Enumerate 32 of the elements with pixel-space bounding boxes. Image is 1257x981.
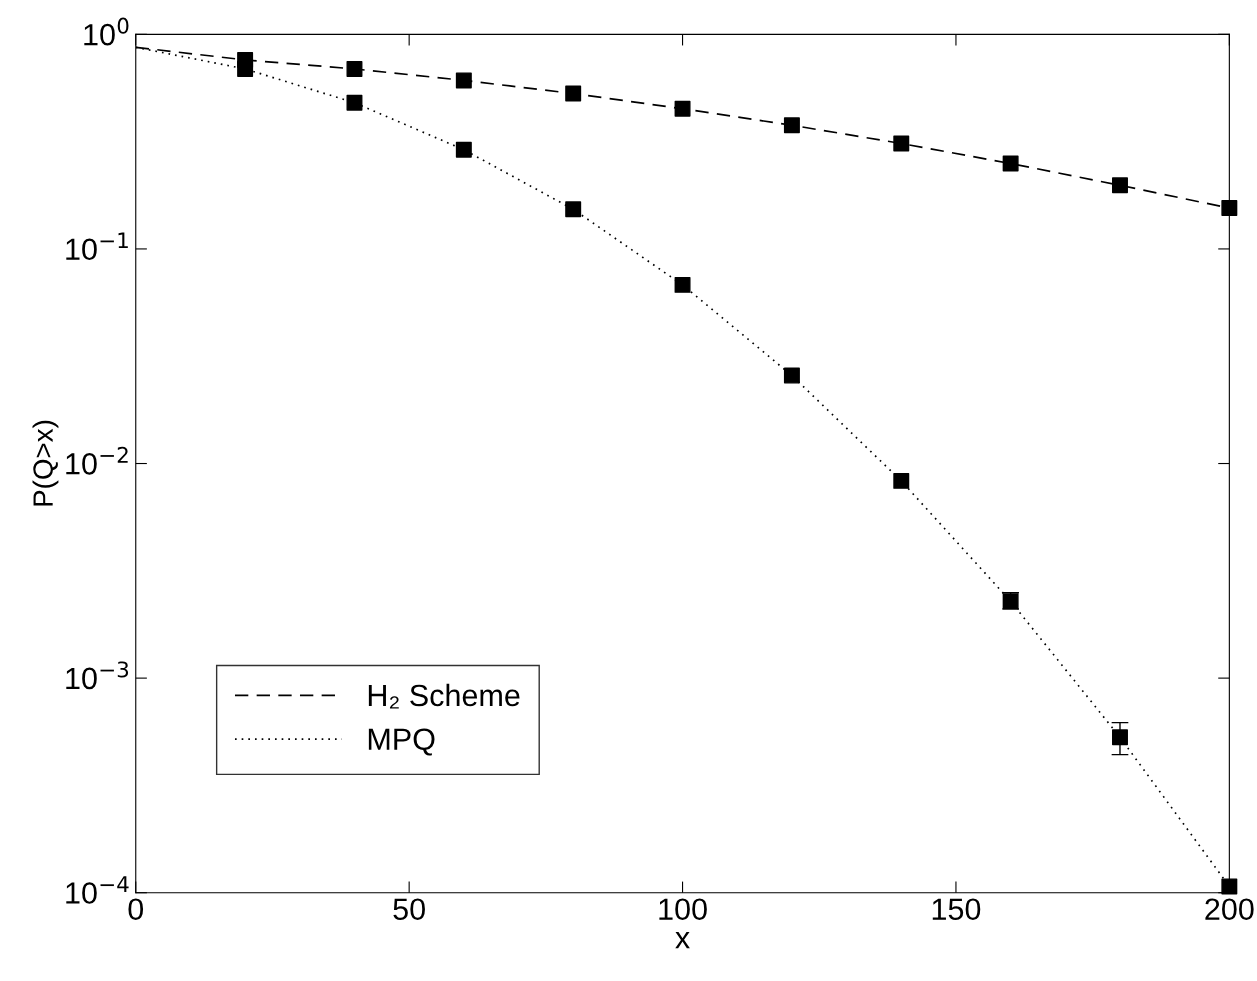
y-tick-label: 10$^{−1}$ <box>66 232 128 261</box>
point <box>565 85 582 102</box>
x-axis-title: x <box>675 932 690 949</box>
legend-label: MPQ <box>368 728 435 756</box>
y-axis-title: P(Q>x) <box>32 420 59 506</box>
point <box>1002 155 1019 172</box>
y-tick-label: 10$^{−2}$ <box>66 446 128 475</box>
point <box>893 135 910 152</box>
x-tick-label: 100 <box>659 898 707 921</box>
point <box>1112 729 1128 746</box>
point <box>674 100 691 117</box>
legend-label: H₂ Scheme <box>368 683 520 709</box>
point <box>346 60 363 77</box>
point <box>1221 200 1238 217</box>
y-tick-label: 10$^{0}$ <box>84 17 129 46</box>
point <box>455 141 472 158</box>
point <box>674 276 691 293</box>
point <box>783 367 800 384</box>
point <box>346 94 363 111</box>
point <box>783 117 800 134</box>
x-tick-label: 0 <box>128 898 144 921</box>
point <box>455 72 472 89</box>
x-tick-label: 50 <box>393 898 425 921</box>
x-tick-label: 150 <box>932 898 981 921</box>
point <box>1221 878 1238 895</box>
y-tick-label: 10$^{−3}$ <box>66 661 129 690</box>
point <box>237 60 254 77</box>
point <box>565 201 582 218</box>
point <box>893 472 910 489</box>
point <box>1112 177 1128 194</box>
x-tick-label: 200 <box>1205 898 1254 921</box>
y-tick-label: 10$^{−4}$ <box>66 876 129 904</box>
